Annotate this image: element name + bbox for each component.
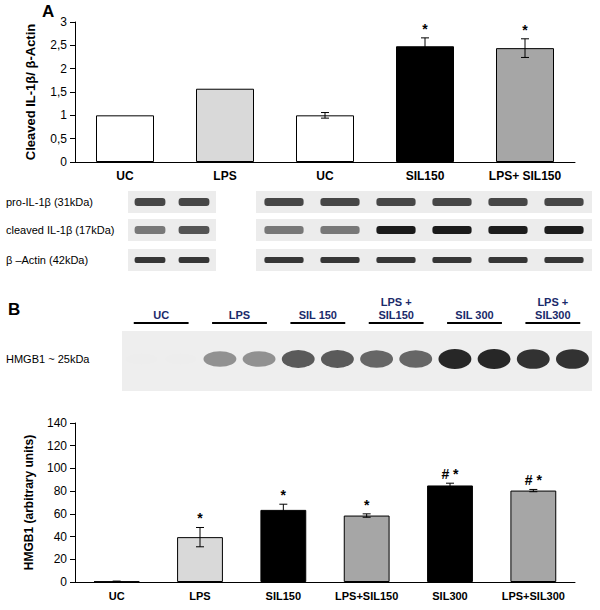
svg-text:100: 100	[47, 461, 67, 475]
svg-text:SIL150: SIL150	[406, 169, 445, 183]
svg-text:1,5: 1,5	[50, 85, 67, 99]
svg-text:β –Actin (42kDa): β –Actin (42kDa)	[6, 254, 88, 266]
svg-text:SIL150: SIL150	[378, 309, 413, 321]
svg-text:1: 1	[60, 108, 67, 122]
svg-text:HMGB1 (arbitrary units): HMGB1 (arbitrary units)	[22, 435, 36, 570]
svg-text:LPS+SIL300: LPS+SIL300	[502, 590, 565, 602]
svg-text:120: 120	[47, 439, 67, 453]
svg-text:LPS+SIL150: LPS+SIL150	[335, 590, 398, 602]
svg-text:UC: UC	[109, 590, 125, 602]
svg-text:60: 60	[54, 507, 68, 521]
svg-text:LPS: LPS	[213, 169, 236, 183]
svg-text:SIL 150: SIL 150	[299, 309, 337, 321]
svg-text:# *: # *	[441, 466, 459, 482]
svg-text:# *: # *	[525, 472, 543, 488]
svg-text:HMGB1 ~ 25kDa: HMGB1 ~ 25kDa	[6, 353, 90, 365]
svg-text:LPS: LPS	[229, 309, 250, 321]
svg-text:3: 3	[60, 15, 67, 29]
svg-text:LPS: LPS	[189, 590, 210, 602]
svg-text:2,5: 2,5	[50, 38, 67, 52]
html-text:A: A	[42, 2, 55, 21]
svg-text:80: 80	[54, 484, 68, 498]
svg-text:UC: UC	[153, 309, 169, 321]
svg-text:40: 40	[54, 530, 68, 544]
svg-text:LPS +: LPS +	[537, 296, 568, 308]
svg-text:SIL300: SIL300	[432, 590, 467, 602]
svg-text:Cleaved IL-1β/ β-Actin: Cleaved IL-1β/ β-Actin	[23, 24, 38, 161]
svg-text:cleaved IL-1β (17kDa): cleaved IL-1β (17kDa)	[6, 224, 114, 236]
svg-text:0: 0	[60, 575, 67, 589]
svg-text:UC: UC	[116, 169, 134, 183]
svg-text:pro-IL-1β (31kDa): pro-IL-1β (31kDa)	[6, 196, 93, 208]
svg-text:SIL 300: SIL 300	[455, 309, 493, 321]
svg-text:SIL300: SIL300	[535, 309, 570, 321]
svg-text:*: *	[364, 497, 370, 513]
svg-text:20: 20	[54, 552, 68, 566]
svg-text:*: *	[422, 21, 428, 37]
svg-text:UC: UC	[316, 169, 334, 183]
svg-text:SIL150: SIL150	[266, 590, 301, 602]
svg-text:0: 0	[60, 155, 67, 169]
svg-text:LPS+ SIL150: LPS+ SIL150	[489, 169, 562, 183]
svg-text:140: 140	[47, 416, 67, 430]
svg-text:*: *	[522, 22, 528, 38]
html-text:B: B	[8, 300, 21, 319]
svg-text:*: *	[281, 487, 287, 503]
svg-text:0,5: 0,5	[50, 132, 67, 146]
svg-text:2: 2	[60, 62, 67, 76]
svg-text:LPS +: LPS +	[381, 296, 412, 308]
svg-text:*: *	[197, 510, 203, 526]
